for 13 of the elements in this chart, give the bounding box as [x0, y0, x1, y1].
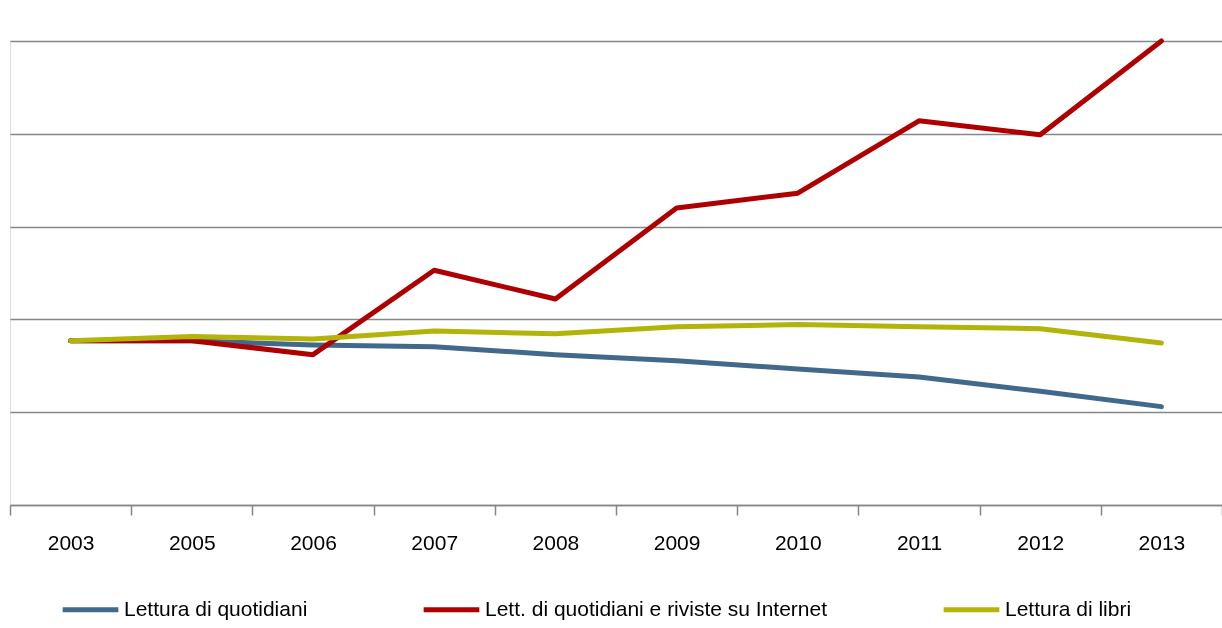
legend-label: Lettura di libri [1005, 596, 1132, 620]
x-tick-label: 2006 [290, 530, 337, 554]
legend-label: Lettura di quotidiani [124, 596, 308, 620]
x-tick-label: 2012 [1017, 530, 1065, 554]
x-tick-label: 2011 [896, 530, 943, 554]
legend-label: Lett. di quotidiani e riviste su Internet [485, 596, 828, 620]
x-tick-label: 2008 [532, 530, 580, 554]
x-tick-label: 2009 [653, 530, 701, 554]
x-tick-label: 2003 [47, 530, 95, 554]
x-tick-label: 2010 [774, 530, 822, 554]
x-tick-label: 2007 [411, 530, 459, 554]
x-tick-label: 2013 [1138, 530, 1186, 554]
x-tick-label: 2005 [168, 530, 216, 554]
